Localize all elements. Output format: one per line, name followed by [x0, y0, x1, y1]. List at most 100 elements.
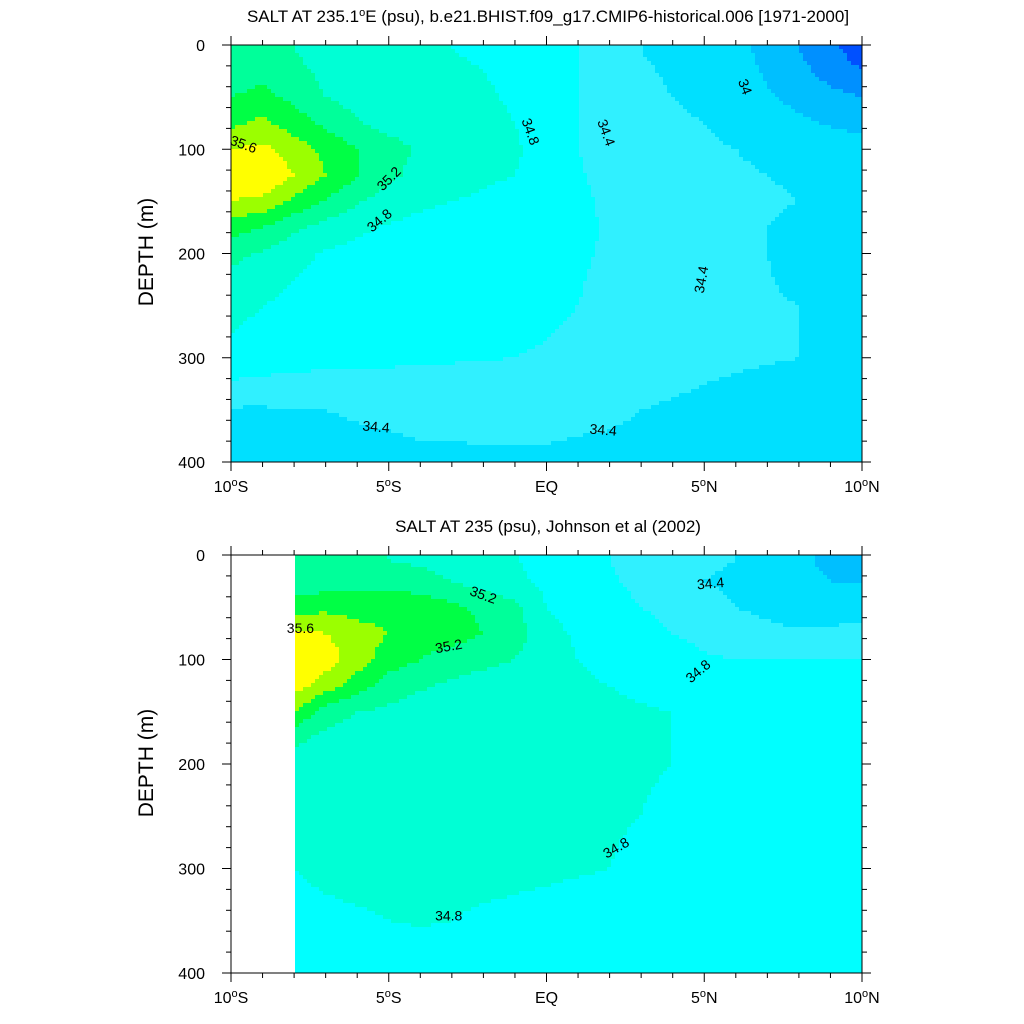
heatmap-cell: [275, 161, 280, 166]
heatmap-cell: [423, 101, 428, 106]
heatmap-cell: [271, 169, 276, 174]
heatmap-cell: [655, 65, 660, 70]
heatmap-cell: [775, 61, 780, 66]
heatmap-cell: [823, 45, 828, 50]
heatmap-cell: [747, 129, 752, 134]
heatmap-cell: [611, 49, 616, 54]
heatmap-cell: [847, 125, 852, 130]
heatmap-cell: [259, 45, 264, 50]
heatmap-cell: [387, 73, 392, 78]
heatmap-cell: [363, 53, 368, 58]
heatmap-cell: [655, 93, 660, 98]
heatmap-cell: [291, 101, 296, 106]
heatmap-cell: [547, 85, 552, 90]
heatmap-cell: [559, 129, 564, 134]
heatmap-cell: [247, 89, 252, 94]
heatmap-cell: [763, 61, 768, 66]
heatmap-cell: [383, 161, 388, 166]
heatmap-cell: [307, 161, 312, 166]
heatmap-cell: [795, 113, 800, 118]
heatmap-cell: [531, 125, 536, 130]
heatmap-cell: [431, 45, 436, 50]
heatmap-cell: [443, 169, 448, 174]
heatmap-cell: [627, 165, 632, 170]
heatmap-cell: [779, 157, 784, 162]
heatmap-cell: [239, 93, 244, 98]
heatmap-cell: [235, 65, 240, 70]
heatmap-cell: [499, 65, 504, 70]
heatmap-cell: [855, 153, 860, 158]
heatmap-cell: [435, 81, 440, 86]
heatmap-cell: [331, 57, 336, 62]
heatmap-cell: [815, 61, 820, 66]
heatmap-cell: [595, 153, 600, 158]
heatmap-cell: [327, 161, 332, 166]
heatmap-cell: [375, 153, 380, 158]
heatmap-cell: [787, 129, 792, 134]
heatmap-cell: [531, 121, 536, 126]
heatmap-cell: [395, 129, 400, 134]
heatmap-cell: [675, 97, 680, 102]
heatmap-cell: [643, 97, 648, 102]
heatmap-cell: [583, 165, 588, 170]
heatmap-cell: [679, 77, 684, 82]
heatmap-cell: [279, 89, 284, 94]
heatmap-cell: [495, 77, 500, 82]
heatmap-cell: [459, 129, 464, 134]
heatmap-cell: [843, 65, 848, 70]
heatmap-cell: [339, 97, 344, 102]
heatmap-cell: [567, 61, 572, 66]
heatmap-cell: [403, 157, 408, 162]
heatmap-cell: [407, 89, 412, 94]
heatmap-cell: [847, 113, 852, 118]
heatmap-cell: [319, 149, 324, 154]
heatmap-cell: [615, 77, 620, 82]
heatmap-cell: [691, 49, 696, 54]
heatmap-cell: [507, 149, 512, 154]
heatmap-cell: [319, 89, 324, 94]
heatmap-cell: [567, 57, 572, 62]
heatmap-cell: [431, 89, 436, 94]
heatmap-cell: [687, 93, 692, 98]
heatmap-cell: [707, 149, 712, 154]
heatmap-cell: [663, 53, 668, 58]
heatmap-cell: [359, 113, 364, 118]
heatmap-cell: [843, 133, 848, 138]
heatmap-cell: [815, 109, 820, 114]
heatmap-cell: [803, 137, 808, 142]
heatmap-cell: [299, 73, 304, 78]
heatmap-cell: [411, 97, 416, 102]
heatmap-cell: [231, 101, 236, 106]
heatmap-cell: [243, 113, 248, 118]
heatmap-cell: [683, 45, 688, 50]
heatmap-cell: [359, 157, 364, 162]
heatmap-cell: [355, 141, 360, 146]
heatmap-cell: [699, 45, 704, 50]
heatmap-cell: [303, 129, 308, 134]
heatmap-cell: [591, 97, 596, 102]
heatmap-cell: [243, 53, 248, 58]
heatmap-cell: [271, 97, 276, 102]
heatmap-cell: [595, 49, 600, 54]
heatmap-cell: [731, 117, 736, 122]
heatmap-cell: [427, 97, 432, 102]
heatmap-cell: [579, 109, 584, 114]
heatmap-cell: [607, 77, 612, 82]
heatmap-cell: [455, 145, 460, 150]
heatmap-cell: [499, 137, 504, 142]
heatmap-cell: [727, 125, 732, 130]
heatmap-cell: [383, 133, 388, 138]
heatmap-cell: [503, 45, 508, 50]
heatmap-cell: [659, 117, 664, 122]
heatmap-cell: [611, 97, 616, 102]
heatmap-cell: [667, 81, 672, 86]
heatmap-cell: [279, 69, 284, 74]
heatmap-cell: [371, 105, 376, 110]
heatmap-cell: [307, 133, 312, 138]
heatmap-cell: [403, 161, 408, 166]
heatmap-cell: [783, 69, 788, 74]
heatmap-cell: [655, 137, 660, 142]
heatmap-cell: [547, 45, 552, 50]
heatmap-cell: [539, 141, 544, 146]
heatmap-cell: [687, 57, 692, 62]
